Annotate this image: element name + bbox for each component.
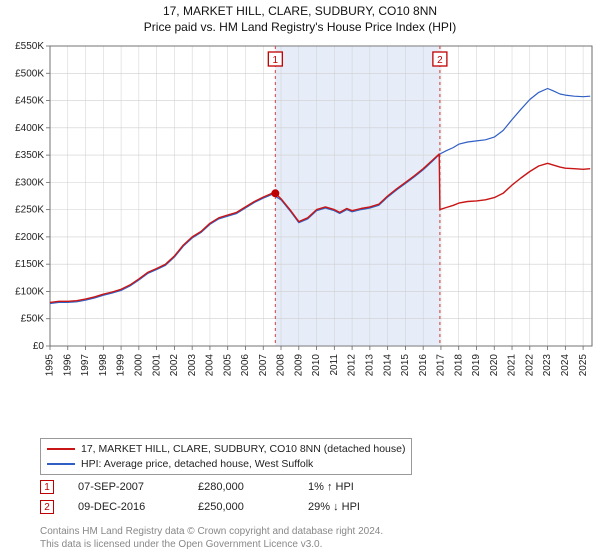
svg-text:2018: 2018 xyxy=(453,354,464,377)
svg-text:2012: 2012 xyxy=(347,354,358,377)
legend: 17, MARKET HILL, CLARE, SUDBURY, CO10 8N… xyxy=(40,438,412,475)
svg-text:2025: 2025 xyxy=(578,354,589,377)
svg-text:2007: 2007 xyxy=(258,354,269,377)
svg-text:£450K: £450K xyxy=(15,96,44,107)
svg-text:2000: 2000 xyxy=(133,354,144,377)
svg-text:2017: 2017 xyxy=(436,354,447,377)
svg-text:2008: 2008 xyxy=(276,354,287,377)
svg-text:£400K: £400K xyxy=(15,123,44,134)
title-line-2: Price paid vs. HM Land Registry's House … xyxy=(0,20,600,36)
table-row: 1 07-SEP-2007 £280,000 1% ↑ HPI xyxy=(40,480,428,494)
svg-text:1999: 1999 xyxy=(116,354,127,377)
svg-text:£100K: £100K xyxy=(15,286,44,297)
svg-text:£300K: £300K xyxy=(15,177,44,188)
svg-text:1: 1 xyxy=(273,55,279,66)
svg-text:1998: 1998 xyxy=(98,354,109,377)
transaction-marker-icon: 2 xyxy=(40,500,54,514)
svg-text:2010: 2010 xyxy=(311,354,322,377)
svg-text:2016: 2016 xyxy=(418,354,429,377)
transaction-price: £250,000 xyxy=(198,501,308,513)
svg-text:2020: 2020 xyxy=(489,354,500,377)
title-line-1: 17, MARKET HILL, CLARE, SUDBURY, CO10 8N… xyxy=(0,4,600,20)
legend-item-price-paid: 17, MARKET HILL, CLARE, SUDBURY, CO10 8N… xyxy=(47,442,405,457)
license-text: Contains HM Land Registry data © Crown c… xyxy=(40,525,383,551)
svg-text:2019: 2019 xyxy=(471,354,482,377)
svg-text:2022: 2022 xyxy=(524,354,535,377)
transaction-hpi-diff: 1% ↑ HPI xyxy=(308,481,428,493)
svg-text:£200K: £200K xyxy=(15,232,44,243)
svg-text:£350K: £350K xyxy=(15,150,44,161)
svg-text:2: 2 xyxy=(437,55,443,66)
svg-text:1996: 1996 xyxy=(62,354,73,377)
svg-text:£0: £0 xyxy=(33,341,45,352)
svg-text:2023: 2023 xyxy=(542,354,553,377)
transaction-date: 07-SEP-2007 xyxy=(78,481,198,493)
svg-text:2024: 2024 xyxy=(560,354,571,377)
svg-text:£50K: £50K xyxy=(21,314,45,325)
svg-text:2021: 2021 xyxy=(507,354,518,377)
svg-text:2013: 2013 xyxy=(365,354,376,377)
svg-text:1997: 1997 xyxy=(80,354,91,377)
svg-text:2015: 2015 xyxy=(400,354,411,377)
transaction-hpi-diff: 29% ↓ HPI xyxy=(308,501,428,513)
legend-swatch xyxy=(47,448,75,450)
license-line-1: Contains HM Land Registry data © Crown c… xyxy=(40,525,383,538)
svg-text:£500K: £500K xyxy=(15,68,44,79)
legend-label: HPI: Average price, detached house, West… xyxy=(81,457,313,472)
license-line-2: This data is licensed under the Open Gov… xyxy=(40,538,383,551)
legend-swatch xyxy=(47,463,75,465)
transaction-marker-icon: 1 xyxy=(40,480,54,494)
svg-text:2011: 2011 xyxy=(329,354,340,376)
svg-text:1995: 1995 xyxy=(45,354,56,377)
transaction-price: £280,000 xyxy=(198,481,308,493)
svg-text:2003: 2003 xyxy=(187,354,198,377)
table-row: 2 09-DEC-2016 £250,000 29% ↓ HPI xyxy=(40,500,428,514)
svg-text:2014: 2014 xyxy=(382,354,393,377)
transactions-table: 1 07-SEP-2007 £280,000 1% ↑ HPI 2 09-DEC… xyxy=(40,480,428,520)
svg-text:2009: 2009 xyxy=(293,354,304,377)
svg-text:2006: 2006 xyxy=(240,354,251,377)
svg-text:£550K: £550K xyxy=(15,41,44,52)
chart-title: 17, MARKET HILL, CLARE, SUDBURY, CO10 8N… xyxy=(0,0,600,35)
transaction-date: 09-DEC-2016 xyxy=(78,501,198,513)
chart-svg: £0 £50K £100K £150K £200K £250K £300K £350K £400… xyxy=(0,40,600,400)
legend-item-hpi: HPI: Average price, detached house, West… xyxy=(47,457,405,472)
svg-text:£150K: £150K xyxy=(15,259,44,270)
svg-text:2004: 2004 xyxy=(205,354,216,377)
legend-label: 17, MARKET HILL, CLARE, SUDBURY, CO10 8N… xyxy=(81,442,405,457)
svg-text:2001: 2001 xyxy=(151,354,162,377)
svg-text:2005: 2005 xyxy=(222,354,233,377)
svg-text:2002: 2002 xyxy=(169,354,180,377)
chart-area: £0 £50K £100K £150K £200K £250K £300K £350K £400… xyxy=(0,40,600,400)
svg-text:£250K: £250K xyxy=(15,205,44,216)
